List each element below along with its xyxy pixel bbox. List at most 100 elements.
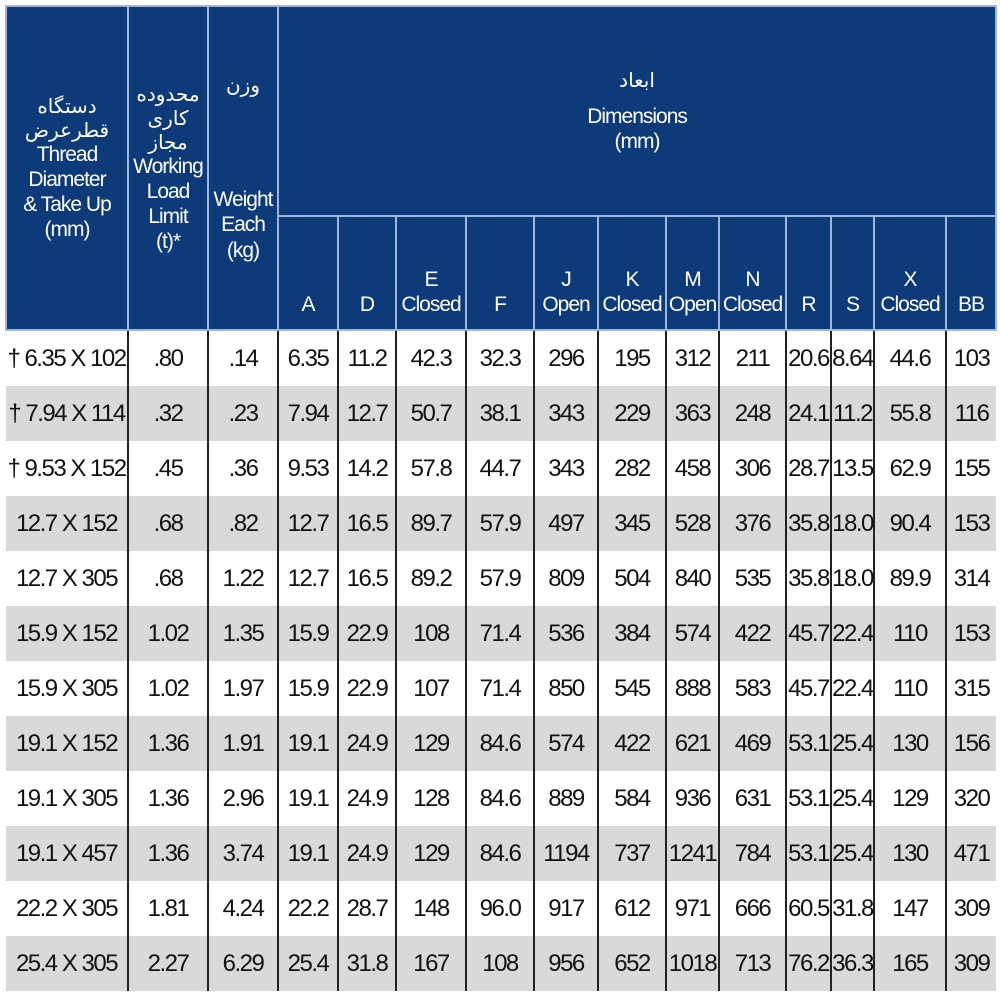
table-cell: .32 <box>127 386 208 441</box>
table-cell: 36.3 <box>830 936 874 991</box>
header-thread-en-1: Thread <box>36 142 99 166</box>
table-cell: 229 <box>597 386 666 441</box>
header-thread-fa-1: دستگاه <box>37 93 97 118</box>
table-cell: 9.53 <box>277 441 338 496</box>
table-cell: 62.9 <box>873 441 946 496</box>
table-row: 22.2 X 305 1.81 4.24 22.2 28.7 148 96.0 917 612 9… <box>6 881 997 936</box>
table-cell: 153 <box>944 606 997 661</box>
table-cell: 11.2 <box>830 386 874 441</box>
table-cell: 12.7 <box>277 496 338 551</box>
table-cell: 713 <box>718 936 786 991</box>
header-dimensions-unit: (mm) <box>614 130 661 153</box>
table-cell: 621 <box>665 716 719 771</box>
table-cell: 22.4 <box>830 606 874 661</box>
header-thread-en-3: & Take Up <box>23 193 112 216</box>
table-cell: 7.94 <box>277 386 338 441</box>
table-cell: 55.8 <box>873 386 946 441</box>
table-cell: 89.2 <box>395 551 466 606</box>
table-cell: 25.4 <box>830 826 874 881</box>
table-cell: 24.1 <box>785 386 831 441</box>
header-col-sub: Closed <box>401 292 461 316</box>
header-wll-en-2: Load <box>146 179 191 203</box>
table-cell: 376 <box>718 496 786 551</box>
header-weight-fa: وزن <box>225 73 260 98</box>
table-cell: 363 <box>665 386 719 441</box>
header-wll-en-4: (t)* <box>156 230 181 254</box>
table-cell: 889 <box>533 771 598 826</box>
table-cell: 345 <box>597 496 666 551</box>
header-col-f: F <box>465 215 535 331</box>
table-cell: 31.8 <box>337 936 396 991</box>
table-cell: 471 <box>944 826 997 881</box>
header-wll-fa-1: محدوده کاری <box>136 81 200 130</box>
table-cell: 60.5 <box>785 881 831 936</box>
table-cell: 666 <box>718 881 786 936</box>
table-cell: 19.1 X 305 <box>15 784 119 812</box>
table-cell: 18.0 <box>830 496 874 551</box>
table-cell: 343 <box>533 386 598 441</box>
table-cell: 20.6 <box>785 330 831 386</box>
table-cell: † 9.53 X 152 <box>7 454 127 482</box>
header-wll-fa-2: مجاز <box>148 129 188 154</box>
table-cell: 15.9 X 152 <box>6 606 128 661</box>
table-cell: 15.9 <box>277 606 338 661</box>
table-cell: 309 <box>944 881 997 936</box>
table-cell: 89.7 <box>395 496 466 551</box>
table-cell: 42.3 <box>395 330 466 386</box>
table-cell: 497 <box>533 496 598 551</box>
table-cell: 35.8 <box>785 496 831 551</box>
table-cell: 6.35 <box>277 330 338 386</box>
header-col-letter: J <box>561 267 572 291</box>
table-cell: 19.1 <box>277 826 338 881</box>
table-cell: 306 <box>718 441 786 496</box>
header-thread-en-4: (mm) <box>44 218 91 242</box>
table-cell: 57.8 <box>395 441 466 496</box>
table-cell: 1194 <box>533 826 598 881</box>
table-cell: 45.7 <box>785 661 831 716</box>
table-row: 12.7 X 152.68.82 12.7 16.5 89.7 57.9 497 345 52… <box>6 496 997 551</box>
table-cell: 469 <box>718 716 786 771</box>
header-col-sub: Closed <box>880 292 940 316</box>
table-cell: 971 <box>665 881 719 936</box>
table-cell: 3.74 <box>207 826 278 881</box>
header-col-e: E Closed <box>395 215 467 331</box>
header-col-letter: K <box>625 267 639 291</box>
header-col-letter: M <box>684 267 702 291</box>
table-cell: 153 <box>944 496 997 551</box>
table-cell: 1.02 <box>127 661 208 716</box>
table-cell: 296 <box>533 330 598 386</box>
table-cell: 57.9 <box>465 496 534 551</box>
table-cell: 35.8 <box>785 551 831 606</box>
table-cell: 1.97 <box>207 661 278 716</box>
table-cell: 71.4 <box>465 606 534 661</box>
table-row: † 6.35 X 102.80.14 6.35 11.2 42.3 32.3 296 195… <box>6 330 997 386</box>
header-col-bb: BB <box>944 215 998 331</box>
table-cell: 19.1 <box>277 716 338 771</box>
table-cell: 1.91 <box>207 716 278 771</box>
table-cell: 4.24 <box>207 881 278 936</box>
table-cell: 15.9 X 305 <box>15 674 119 702</box>
table-cell: † 7.94 X 114 <box>6 386 128 441</box>
table-cell: 84.6 <box>465 771 534 826</box>
table-cell: 535 <box>718 551 786 606</box>
table-cell: 784 <box>718 826 786 881</box>
table-cell: 22.2 X 305 <box>15 894 119 922</box>
table-cell: 13.5 <box>830 441 874 496</box>
table-cell: 167 <box>395 936 466 991</box>
table-cell: 320 <box>944 771 997 826</box>
table-cell: 19.1 <box>277 771 338 826</box>
table-cell: 107 <box>395 661 466 716</box>
table-cell: 116 <box>944 386 997 441</box>
table-cell: 53.1 <box>785 826 831 881</box>
table-cell: 545 <box>597 661 666 716</box>
table-row: † 7.94 X 114.32.23 7.94 12.7 50.7 38.1 343 229… <box>6 386 997 441</box>
table-cell: 25.4 <box>830 716 874 771</box>
table-cell: 422 <box>597 716 666 771</box>
table-cell: .68 <box>127 496 208 551</box>
header-wll: محدوده کاری مجاز Working Load Limit (t)* <box>127 5 209 331</box>
table-cell: 129 <box>873 771 946 826</box>
table-cell: 917 <box>533 881 598 936</box>
table-row: 15.9 X 305 1.02 1.97 15.9 22.9 107 71.4 850 545 8… <box>6 661 997 716</box>
table-cell: 22.9 <box>337 606 396 661</box>
table-cell: 14.2 <box>337 441 396 496</box>
